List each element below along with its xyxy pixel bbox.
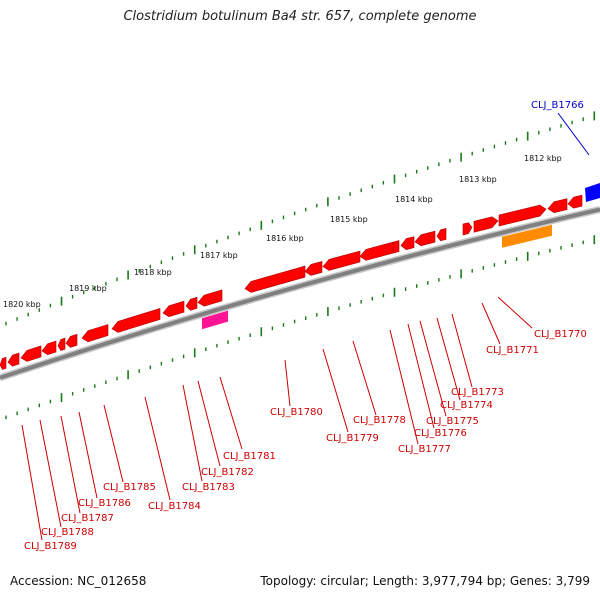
gene-label: CLJ_B1770 bbox=[534, 329, 587, 340]
gene-leader-line bbox=[21, 424, 43, 541]
reverse-gene bbox=[185, 296, 198, 311]
tick-label: 1812 kbp bbox=[524, 154, 562, 163]
gene-leader-line bbox=[436, 317, 461, 401]
gene-label: CLJ_B1781 bbox=[223, 451, 276, 462]
gene-label: CLJ_B1785 bbox=[103, 482, 156, 493]
gene-leader-line bbox=[219, 376, 243, 450]
inner-tick-ring bbox=[5, 235, 596, 420]
reverse-gene bbox=[197, 289, 223, 307]
reverse-gene bbox=[400, 236, 415, 250]
reverse-gene bbox=[244, 265, 306, 293]
forward-gene bbox=[547, 198, 568, 214]
genome-summary-text: Topology: circular; Length: 3,977,794 bp… bbox=[260, 574, 590, 588]
reverse-gene bbox=[20, 345, 42, 362]
gene-label: CLJ_B1776 bbox=[414, 428, 467, 439]
gene-label: CLJ_B1788 bbox=[41, 527, 94, 538]
backbone-line bbox=[0, 207, 600, 380]
gene-label: CLJ_B1774 bbox=[440, 400, 493, 411]
gene-label: CLJ_B1777 bbox=[398, 444, 451, 455]
tick-labels: 1812 kbp 1813 kbp 1814 kbp 1815 kbp 1816 kbp… bbox=[3, 154, 562, 309]
gene-label: CLJ_B1773 bbox=[451, 387, 504, 398]
gene-leader-line bbox=[144, 396, 171, 501]
cds-feature bbox=[502, 224, 552, 248]
gene-leader-line bbox=[407, 323, 435, 429]
gene-leader-line bbox=[39, 419, 62, 528]
tick-label: 1819 kbp bbox=[69, 284, 107, 293]
gene-leader-line bbox=[419, 320, 447, 417]
gene-leader-line bbox=[197, 380, 221, 467]
tick-label: 1813 kbp bbox=[459, 175, 497, 184]
gene-leader-line bbox=[284, 359, 291, 407]
gene-leader-line bbox=[322, 348, 349, 433]
gene-label: CLJ_B1771 bbox=[486, 345, 539, 356]
backbone-group bbox=[0, 206, 600, 382]
forward-gene bbox=[473, 216, 499, 233]
reverse-gene bbox=[359, 241, 394, 261]
gene-leader-line bbox=[389, 329, 419, 445]
reverse-gene bbox=[414, 230, 436, 247]
gene-leader-line bbox=[60, 415, 81, 514]
gene-label: CLJ_B1779 bbox=[326, 433, 379, 444]
reverse-gene bbox=[7, 352, 20, 367]
forward-gene bbox=[498, 204, 547, 227]
blue-gene bbox=[585, 183, 600, 202]
gene-leader-line bbox=[352, 340, 377, 416]
gene-leader-lines bbox=[21, 112, 590, 541]
gene-label: CLJ_B1778 bbox=[353, 415, 406, 426]
reverse-gene bbox=[162, 300, 185, 318]
tick-label: 1818 kbp bbox=[134, 268, 172, 277]
reverse-gene bbox=[65, 333, 78, 348]
gene-leader-line bbox=[103, 404, 124, 483]
rrna-feature bbox=[202, 310, 228, 330]
gene-label: CLJ_B1782 bbox=[201, 467, 254, 478]
gene-label: CLJ_B1775 bbox=[426, 416, 479, 427]
gene-leader-line bbox=[497, 296, 533, 329]
gene-label: CLJ_B1766 bbox=[531, 100, 584, 111]
tick-label: 1820 kbp bbox=[3, 300, 41, 309]
outer-tick-ring bbox=[5, 111, 596, 326]
reverse-gene bbox=[304, 260, 323, 276]
gene-leader-line bbox=[557, 112, 590, 156]
gene-labels: CLJ_B1766 CLJ_B1770 CLJ_B1771 CLJ_B1773 CLJ_… bbox=[24, 100, 587, 552]
tick-label: 1814 kbp bbox=[395, 195, 433, 204]
map-title: Clostridium botulinum Ba4 str. 657, comp… bbox=[123, 9, 477, 24]
gene-label: CLJ_B1789 bbox=[24, 541, 77, 552]
gene-label: CLJ_B1783 bbox=[182, 482, 235, 493]
reverse-gene bbox=[81, 324, 109, 343]
tick-label: 1815 kbp bbox=[330, 215, 368, 224]
gene-features bbox=[0, 183, 600, 370]
forward-gene bbox=[567, 194, 583, 209]
accession-text: Accession: NC_012658 bbox=[10, 574, 147, 588]
forward-gene bbox=[462, 222, 473, 236]
gene-label: CLJ_B1780 bbox=[270, 407, 323, 418]
gene-label: CLJ_B1784 bbox=[148, 501, 201, 512]
gene-label: CLJ_B1786 bbox=[78, 498, 131, 509]
tick-label: 1817 kbp bbox=[200, 251, 238, 260]
tick-label: 1816 kbp bbox=[266, 234, 304, 243]
reverse-gene bbox=[41, 340, 57, 356]
gene-leader-line bbox=[451, 313, 473, 388]
gene-leader-line bbox=[182, 384, 203, 482]
reverse-gene bbox=[436, 227, 447, 242]
reverse-gene bbox=[57, 337, 66, 351]
reverse-gene bbox=[322, 250, 361, 271]
reverse-gene bbox=[0, 356, 7, 370]
gene-leader-line bbox=[481, 302, 501, 345]
reverse-gene bbox=[111, 308, 161, 333]
gene-label: CLJ_B1787 bbox=[61, 513, 114, 524]
gene-leader-line bbox=[78, 411, 98, 499]
